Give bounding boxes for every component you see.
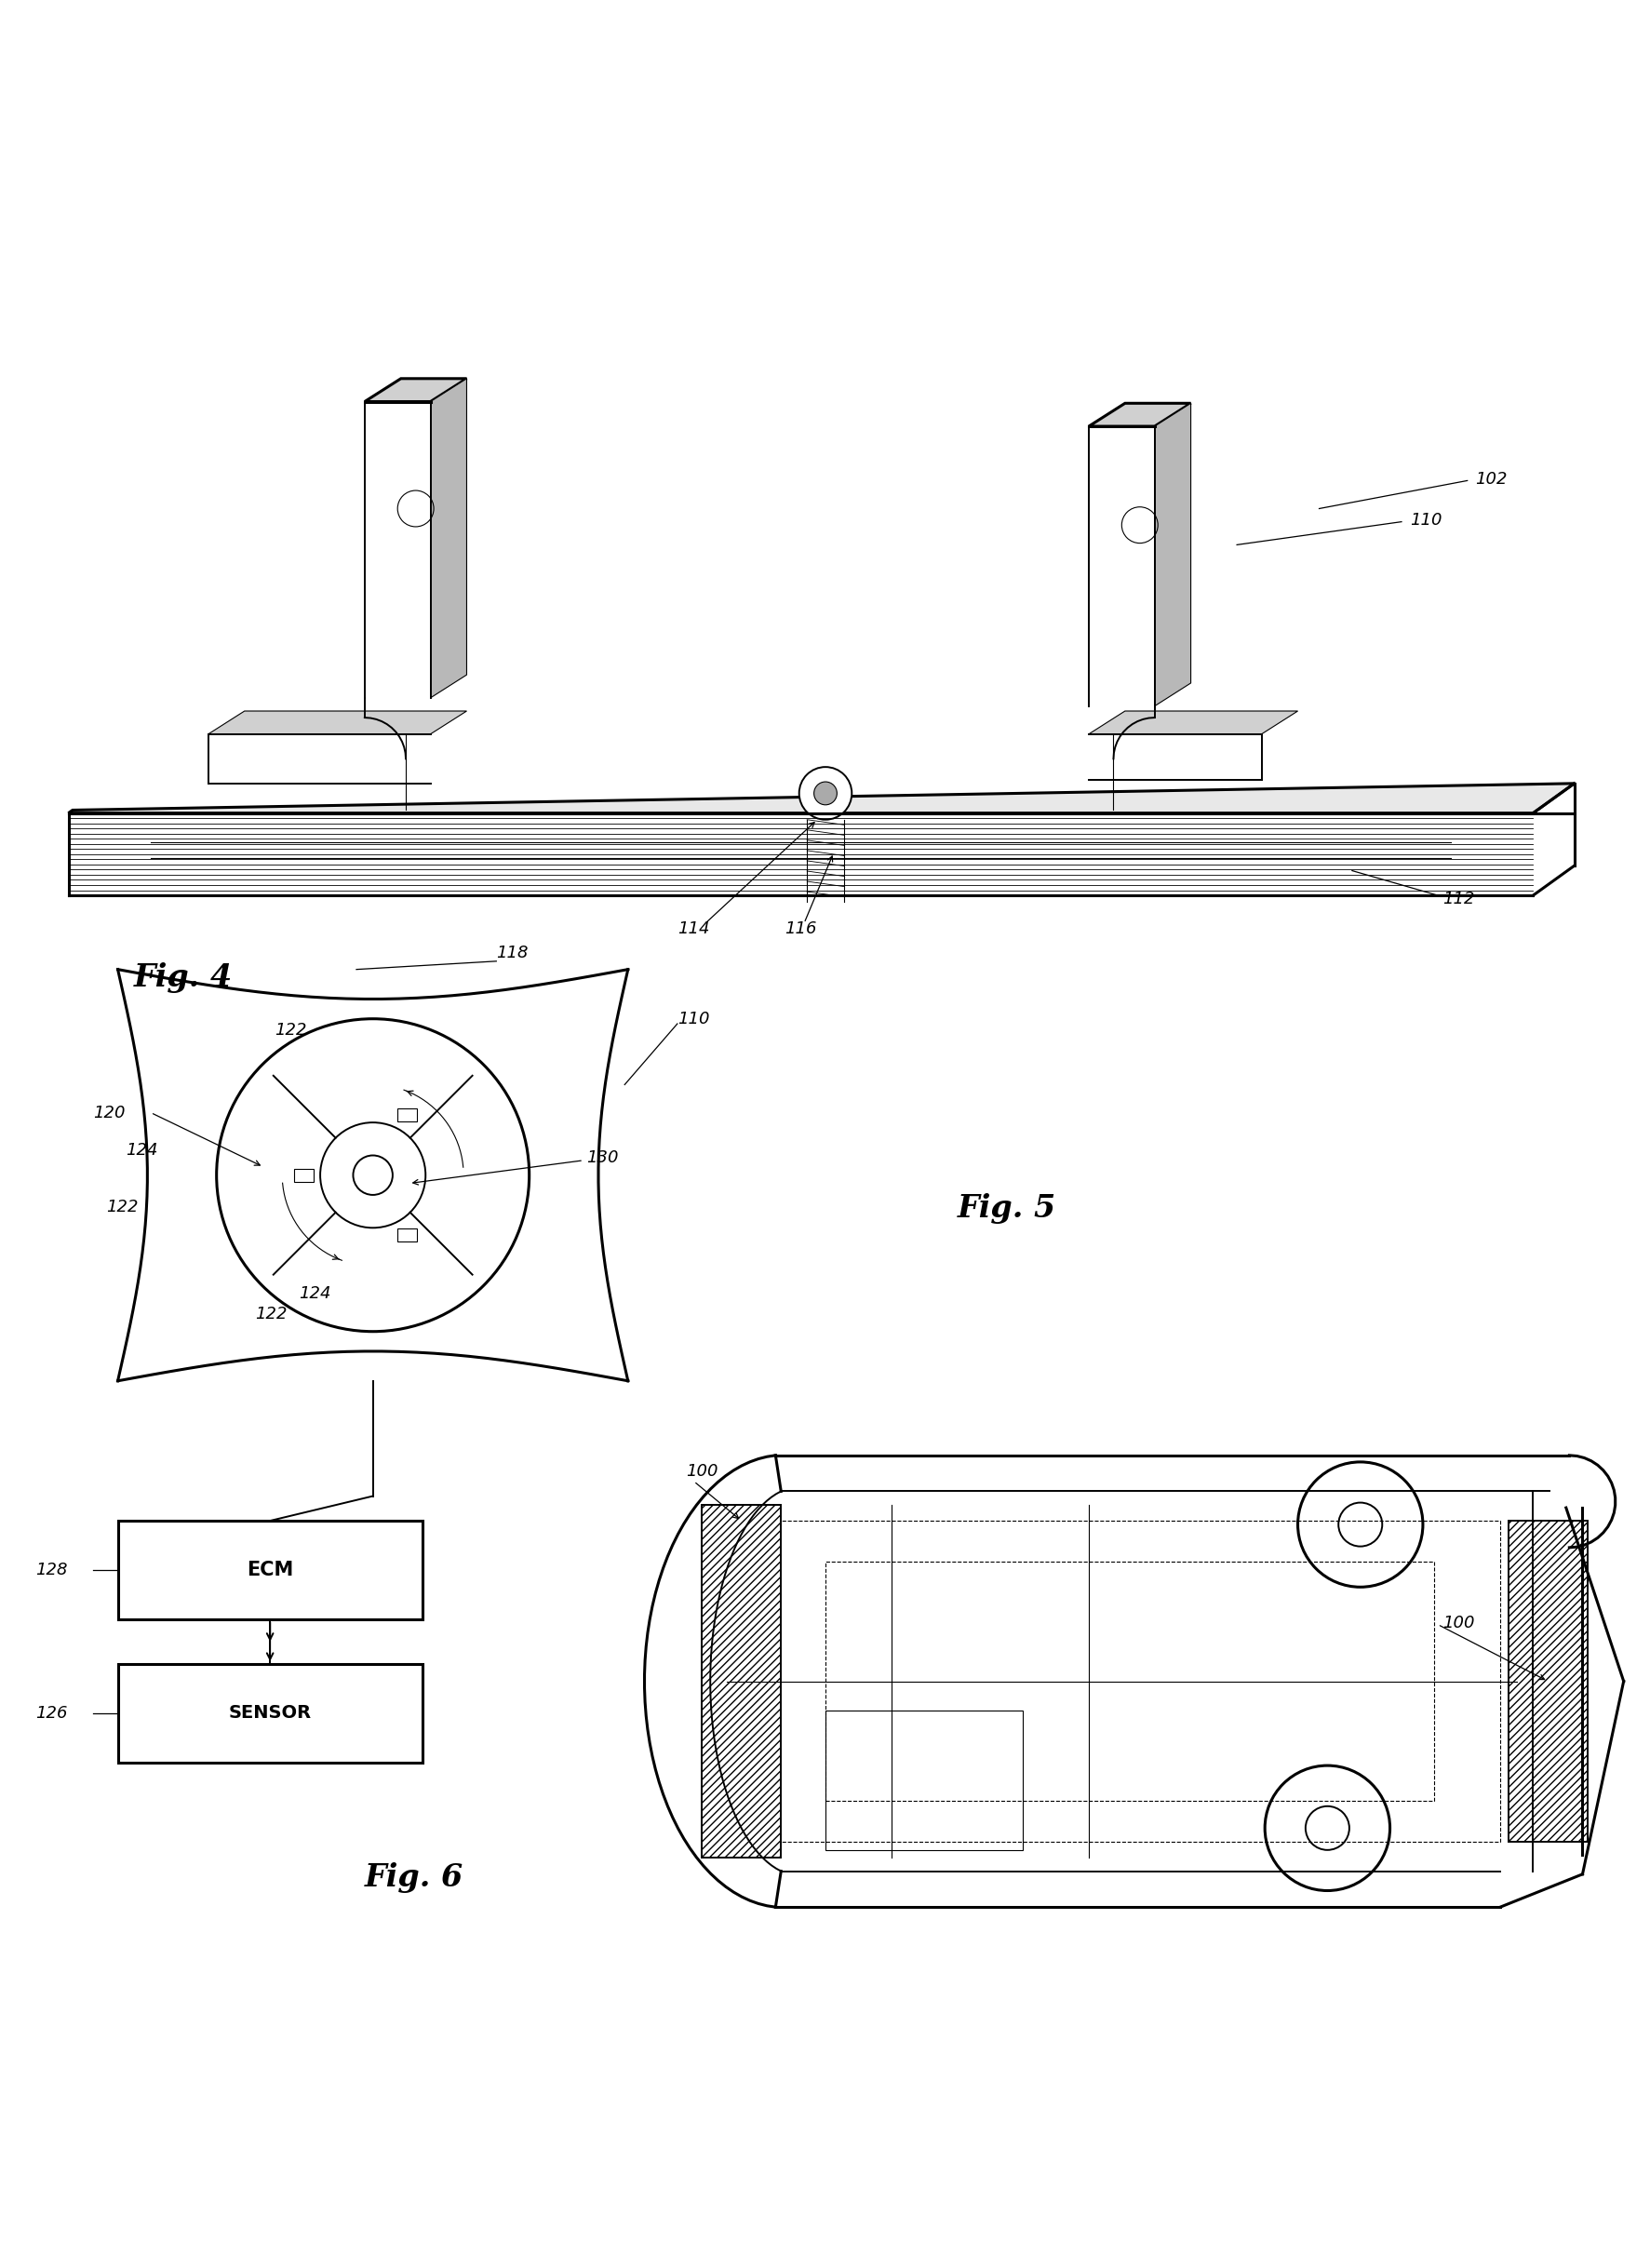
Bar xyxy=(701,1504,780,1857)
Text: SENSOR: SENSOR xyxy=(228,1706,312,1721)
Text: 122: 122 xyxy=(274,1023,307,1039)
Text: 122: 122 xyxy=(254,1306,287,1322)
Text: ECM: ECM xyxy=(246,1560,294,1579)
Text: 112: 112 xyxy=(1442,891,1473,907)
Text: 110: 110 xyxy=(1409,513,1440,528)
Text: 114: 114 xyxy=(678,921,710,937)
Text: 118: 118 xyxy=(497,946,528,962)
Text: 128: 128 xyxy=(36,1563,68,1579)
Polygon shape xyxy=(365,379,467,401)
Text: 122: 122 xyxy=(106,1198,139,1216)
Bar xyxy=(742,1522,1500,1842)
Polygon shape xyxy=(208,712,467,735)
Bar xyxy=(117,1665,422,1762)
Circle shape xyxy=(813,782,837,805)
Polygon shape xyxy=(1087,712,1297,735)
Text: 116: 116 xyxy=(784,921,817,937)
Circle shape xyxy=(1297,1463,1422,1588)
Text: 130: 130 xyxy=(586,1150,619,1166)
Text: 102: 102 xyxy=(1475,472,1506,488)
Text: 110: 110 xyxy=(676,1012,710,1027)
Bar xyxy=(825,1563,1434,1801)
Text: 100: 100 xyxy=(1442,1615,1473,1631)
Circle shape xyxy=(1264,1765,1389,1892)
Text: 126: 126 xyxy=(36,1706,68,1721)
Polygon shape xyxy=(1153,404,1190,705)
Polygon shape xyxy=(431,379,467,699)
Text: 124: 124 xyxy=(125,1143,158,1159)
Text: 100: 100 xyxy=(685,1463,718,1481)
Text: Fig. 5: Fig. 5 xyxy=(957,1193,1056,1222)
Polygon shape xyxy=(1087,404,1190,426)
Bar xyxy=(1508,1522,1587,1842)
Circle shape xyxy=(799,767,851,819)
Bar xyxy=(117,1522,422,1619)
Polygon shape xyxy=(68,782,1574,812)
Text: 124: 124 xyxy=(299,1286,332,1302)
Text: Fig. 6: Fig. 6 xyxy=(365,1862,464,1894)
Text: Fig. 4: Fig. 4 xyxy=(134,962,233,993)
Bar xyxy=(825,1710,1023,1851)
Circle shape xyxy=(320,1123,426,1227)
Text: 120: 120 xyxy=(92,1105,125,1120)
